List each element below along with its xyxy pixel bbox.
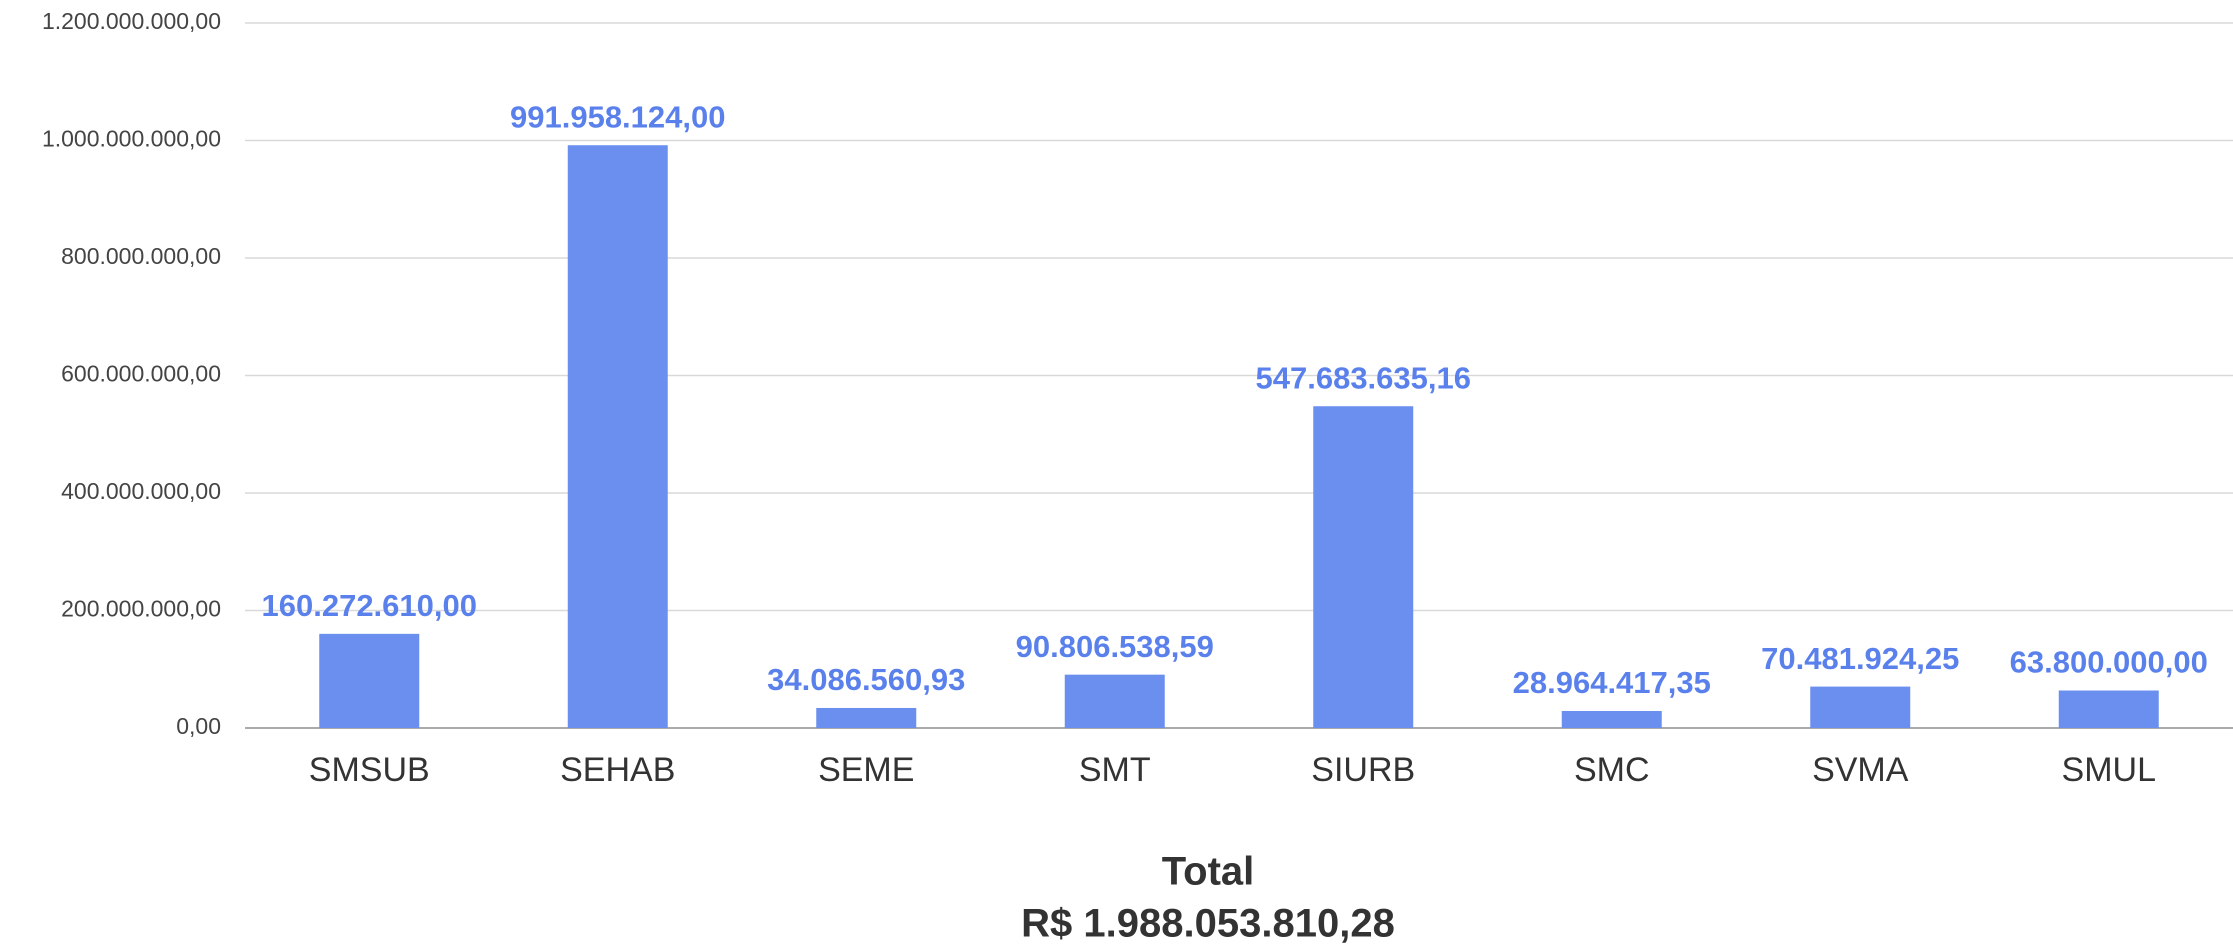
y-tick-label: 0,00 [176,713,221,739]
x-tick-label: SIURB [1311,751,1415,789]
bar [816,707,917,728]
y-tick-label: 600.000.000,00 [61,361,221,387]
y-tick-label: 800.000.000,00 [61,243,221,269]
x-tick-label: SEHAB [560,751,675,789]
bar [319,633,420,728]
value-label: 28.964.417,35 [1513,665,1711,700]
value-label: 70.481.924,25 [1761,641,1959,676]
bar [567,145,668,728]
x-tick-label: SMC [1574,751,1650,789]
x-tick-label: SMUL [2062,751,2156,789]
bar [1313,406,1414,728]
y-tick-label: 400.000.000,00 [61,478,221,504]
x-tick-label: SVMA [1812,751,1909,789]
x-tick-label: SMSUB [309,751,430,789]
total-label: Total [1162,850,1255,894]
value-label: 90.806.538,59 [1016,629,1214,664]
total-value: R$ 1.988.053.810,28 [1021,902,1395,946]
value-label: 547.683.635,16 [1256,360,1472,395]
bar [1064,674,1165,728]
x-tick-label: SEME [818,751,914,789]
bar [1810,686,1911,728]
x-tick-label: SMT [1079,751,1151,789]
value-label: 63.800.000,00 [2010,645,2208,680]
bar [1561,710,1662,728]
y-tick-label: 200.000.000,00 [61,596,221,622]
value-label: 991.958.124,00 [510,99,726,134]
y-tick-label: 1.000.000.000,00 [42,126,221,152]
y-tick-label: 1.200.000.000,00 [42,8,221,34]
value-label: 160.272.610,00 [262,588,478,623]
value-label: 34.086.560,93 [767,662,965,697]
bar [2058,690,2159,728]
